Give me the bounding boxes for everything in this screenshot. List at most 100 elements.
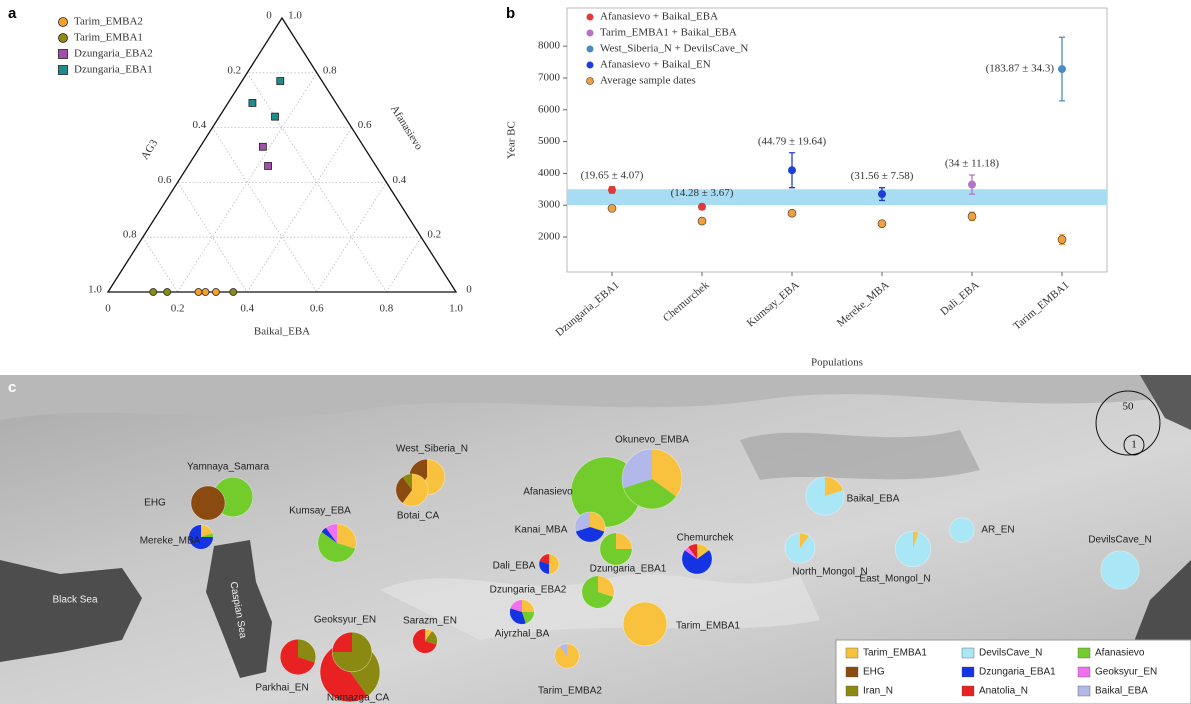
pie bbox=[539, 554, 559, 574]
grid-line bbox=[386, 237, 421, 292]
pie bbox=[191, 486, 225, 520]
grid-line bbox=[143, 237, 178, 292]
pie-label: Yamnaya_Samara bbox=[187, 462, 270, 473]
legend-label: Baikal_EBA bbox=[1095, 686, 1148, 697]
pie bbox=[622, 449, 682, 509]
y-tick-label: 8000 bbox=[538, 40, 561, 52]
legend-label: West_Siberia_N + DevilsCave_N bbox=[600, 43, 748, 55]
pie-label: Baikal_EBA bbox=[847, 494, 900, 505]
pie-label: AR_EN bbox=[981, 525, 1014, 536]
pie bbox=[1101, 551, 1139, 589]
tick-label: 0.2 bbox=[227, 64, 241, 76]
legend-label: Average sample dates bbox=[600, 75, 696, 87]
legend-label: Iran_N bbox=[863, 686, 893, 697]
tick-label: 0.6 bbox=[158, 174, 172, 186]
legend-marker bbox=[59, 18, 68, 27]
point bbox=[272, 113, 279, 120]
pie-label: Sarazm_EN bbox=[403, 616, 457, 627]
y-tick-label: 3000 bbox=[538, 199, 561, 211]
panel-label: b bbox=[506, 5, 515, 22]
axis-title: Afanasievo bbox=[388, 103, 425, 152]
point bbox=[1058, 65, 1066, 73]
x-tick-label: Tarim_EMBA1 bbox=[1011, 279, 1071, 332]
map-label: Black Sea bbox=[52, 595, 97, 606]
legend-label: Dzungaria_EBA1 bbox=[979, 667, 1056, 678]
tick-label: 1.0 bbox=[88, 284, 102, 296]
y-tick-label: 2000 bbox=[538, 231, 561, 243]
pie-label: Geoksyur_EN bbox=[314, 615, 376, 626]
pie-label: Dzungaria_EBA1 bbox=[590, 564, 667, 575]
point bbox=[230, 289, 237, 296]
size-legend-label: 1 bbox=[1131, 438, 1137, 450]
pie-label: West_Siberia_N bbox=[396, 444, 468, 455]
legend-label: Tarim_EMBA2 bbox=[74, 16, 143, 28]
shaded-band bbox=[567, 189, 1107, 205]
pie bbox=[806, 477, 844, 515]
tick-label: 0.2 bbox=[171, 303, 185, 315]
annotation: (31.56 ± 7.58) bbox=[851, 170, 914, 182]
point bbox=[249, 99, 256, 106]
annotation: (34 ± 11.18) bbox=[945, 158, 1000, 170]
legend-label: Tarim_EMBA1 bbox=[74, 32, 143, 44]
x-tick-label: Mereke_MBA bbox=[835, 279, 892, 329]
legend-swatch bbox=[846, 648, 858, 658]
triangle-frame bbox=[108, 18, 456, 292]
pie-label: DevilsCave_N bbox=[1088, 535, 1151, 546]
point bbox=[698, 203, 706, 211]
tick-label: 1.0 bbox=[288, 10, 302, 22]
y-tick-label: 6000 bbox=[538, 103, 561, 115]
point bbox=[195, 289, 202, 296]
legend-label: EHG bbox=[863, 667, 885, 678]
tick-label: 1.0 bbox=[449, 303, 463, 315]
legend-marker bbox=[59, 66, 68, 75]
tick-label: 0.4 bbox=[393, 174, 407, 186]
grid-line bbox=[212, 128, 316, 292]
legend-label: Afanasievo + Baikal_EN bbox=[600, 59, 711, 71]
pie-label: Afanasievo bbox=[523, 487, 573, 498]
point bbox=[788, 209, 796, 217]
pie-label: Chemurchek bbox=[677, 533, 735, 544]
pie-label: Dali_EBA bbox=[493, 561, 536, 572]
figure: 00.20.40.60.81.0AG300.20.40.60.81.0Afana… bbox=[0, 0, 1191, 704]
pie-label: Kanai_MBA bbox=[515, 525, 568, 536]
pie bbox=[623, 602, 667, 646]
point bbox=[968, 181, 976, 189]
legend-marker bbox=[587, 46, 594, 53]
pie-label: Aiyrzhal_BA bbox=[495, 629, 550, 640]
point bbox=[878, 220, 886, 228]
legend-marker bbox=[59, 34, 68, 43]
pie bbox=[682, 544, 712, 574]
point bbox=[212, 289, 219, 296]
pie-label: Mereke_MBA bbox=[140, 536, 201, 547]
tick-label: 0.8 bbox=[323, 64, 337, 76]
pie-label: Botai_CA bbox=[397, 511, 440, 522]
tick-label: 0.6 bbox=[358, 119, 372, 131]
pie bbox=[332, 632, 372, 672]
pie-label: EHG bbox=[144, 498, 166, 509]
point bbox=[788, 166, 796, 174]
tick-label: 0.4 bbox=[240, 303, 254, 315]
legend-marker bbox=[587, 62, 594, 69]
legend-swatch bbox=[1078, 648, 1090, 658]
legend-swatch bbox=[962, 686, 974, 696]
x-tick-label: Kumsay_EBA bbox=[745, 279, 802, 329]
point bbox=[608, 186, 616, 194]
point bbox=[164, 289, 171, 296]
tick-label: 0 bbox=[266, 10, 272, 22]
point bbox=[698, 217, 706, 225]
x-axis-title: Populations bbox=[811, 357, 863, 369]
x-tick-label: Dzungaria_EBA1 bbox=[553, 279, 621, 339]
pie-label: Dzungaria_EBA2 bbox=[490, 585, 567, 596]
pie bbox=[895, 531, 931, 567]
y-tick-label: 7000 bbox=[538, 72, 561, 84]
pie bbox=[950, 518, 975, 543]
pie-label: Tarim_EMBA2 bbox=[538, 686, 602, 697]
point bbox=[1058, 236, 1066, 244]
grid-line bbox=[317, 182, 387, 292]
grid-line bbox=[178, 73, 317, 292]
point bbox=[150, 289, 157, 296]
pie bbox=[600, 533, 632, 565]
tick-label: 0.2 bbox=[427, 229, 441, 241]
annotation: (19.65 ± 4.07) bbox=[581, 169, 644, 181]
legend-label: Geoksyur_EN bbox=[1095, 667, 1157, 678]
